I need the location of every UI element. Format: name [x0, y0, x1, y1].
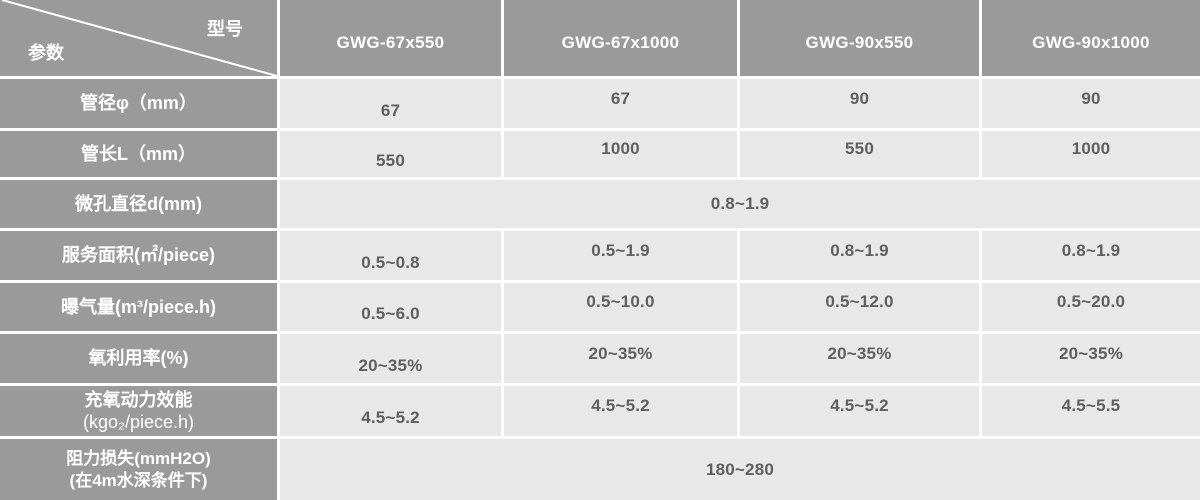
value-cell: 550: [280, 131, 501, 177]
row-label-aeration-volume: 曝气量(m³/piece.h): [0, 283, 277, 331]
value-cell: 4.5~5.2: [280, 386, 501, 436]
value-cell: 1000: [982, 131, 1200, 177]
value-cell: 67: [280, 79, 501, 128]
row-label-pipe-diameter: 管径φ（mm）: [0, 79, 277, 128]
value-cell: 550: [740, 131, 979, 177]
value-cell: 1000: [504, 131, 737, 177]
diagonal-divider: [1, 0, 277, 76]
row-label-service-area: 服务面积(㎡/piece): [0, 231, 277, 280]
value-cell: 0.5~6.0: [280, 283, 501, 331]
row-label-oxygenation-efficiency: 充氧动力效能 (kgo₂/piece.h): [0, 386, 277, 436]
value-cell: 90: [982, 79, 1200, 128]
corner-label-parameter: 参数: [28, 43, 64, 63]
value-cell: 20~35%: [982, 334, 1200, 383]
value-cell: 0.5~20.0: [982, 283, 1200, 331]
column-header-gwg-90x1000: GWG-90x1000: [982, 0, 1200, 76]
value-cell: 0.8~1.9: [982, 231, 1200, 280]
value-cell-merged: 180~280: [280, 439, 1200, 500]
value-cell: 4.5~5.2: [504, 386, 737, 436]
value-cell: 20~35%: [280, 334, 501, 383]
value-cell: 4.5~5.5: [982, 386, 1200, 436]
value-cell: 0.5~10.0: [504, 283, 737, 331]
value-cell-merged: 0.8~1.9: [280, 180, 1200, 228]
value-cell: 20~35%: [504, 334, 737, 383]
value-cell: 0.5~12.0: [740, 283, 979, 331]
value-cell: 0.5~1.9: [504, 231, 737, 280]
row-label-pipe-length: 管长L（mm）: [0, 131, 277, 177]
value-cell: 0.8~1.9: [740, 231, 979, 280]
value-cell: 67: [504, 79, 737, 128]
value-cell: 0.5~0.8: [280, 231, 501, 280]
corner-label-model: 型号: [207, 19, 243, 39]
row-label-micropore-diameter: 微孔直径d(mm): [0, 180, 277, 228]
row-label-resistance-loss: 阻力损失(mmH2O) (在4m水深条件下): [0, 439, 277, 500]
column-header-gwg-67x550: GWG-67x550: [280, 0, 501, 76]
column-header-gwg-90x550: GWG-90x550: [740, 0, 979, 76]
corner-header-cell: 型号 参数: [0, 0, 277, 76]
value-cell: 20~35%: [740, 334, 979, 383]
row-label-oxygen-utilization: 氧利用率(%): [0, 334, 277, 383]
column-header-gwg-67x1000: GWG-67x1000: [504, 0, 737, 76]
value-cell: 4.5~5.2: [740, 386, 979, 436]
value-cell: 90: [740, 79, 979, 128]
